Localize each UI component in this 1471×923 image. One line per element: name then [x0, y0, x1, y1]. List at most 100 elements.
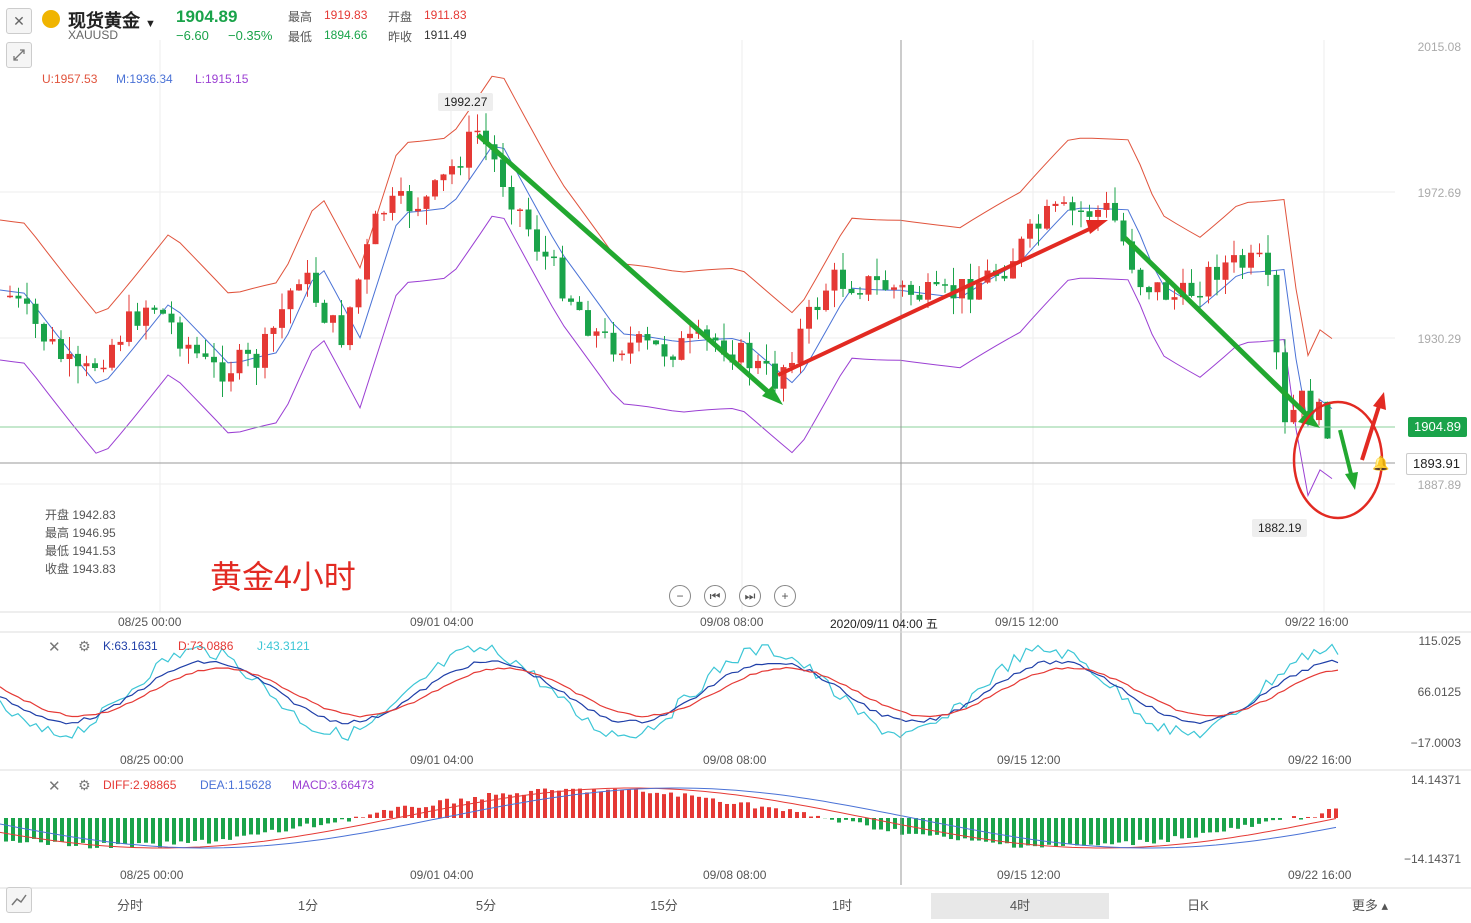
macd-bar — [18, 818, 22, 843]
candle-body — [1316, 401, 1322, 421]
trough-label: 1882.19 — [1252, 519, 1308, 537]
arrowhead-4 — [1345, 472, 1358, 490]
price-change: −6.60 — [176, 28, 209, 43]
zoom-out-button[interactable]: − — [669, 585, 691, 607]
macd-bar — [473, 796, 477, 818]
macd-bar — [795, 811, 799, 818]
macd-bar — [732, 803, 736, 818]
candle-body — [1205, 266, 1212, 297]
scroll-start-button[interactable]: ⏮ — [704, 585, 726, 607]
macd-bar — [1173, 818, 1177, 837]
macd-bar — [977, 818, 981, 841]
candle-body — [1163, 282, 1169, 300]
candle-body — [1282, 352, 1288, 423]
macd-bar — [816, 815, 820, 818]
tab-7[interactable]: 更多 ▴ — [1351, 898, 1389, 913]
macd-bar — [53, 818, 57, 842]
macd-bar — [1040, 818, 1044, 848]
candle-body — [925, 282, 931, 300]
candle-body — [712, 337, 719, 341]
macd-bar — [522, 794, 526, 818]
macd-bar — [515, 793, 519, 818]
tab-4[interactable]: 1时 — [831, 898, 853, 913]
macd-bar — [1215, 818, 1219, 833]
macd-bar — [536, 788, 540, 818]
macd-bar — [1313, 817, 1317, 818]
macd-bar — [1229, 818, 1233, 828]
kdj-x-3: 09/08 08:00 — [703, 753, 767, 767]
candle-body — [865, 276, 872, 295]
macd-bar — [193, 818, 197, 841]
timeframe-annotation: 黄金4小时 — [210, 559, 356, 595]
candle-body — [661, 344, 668, 357]
macd-bar — [291, 818, 295, 829]
candle-body — [1265, 252, 1271, 275]
candle-body — [406, 191, 413, 212]
macd-bar — [991, 818, 995, 843]
macd-bar — [67, 818, 71, 847]
macd-bar — [340, 818, 344, 820]
candle-body — [1061, 202, 1067, 204]
candle-body — [304, 272, 311, 285]
bell-icon[interactable]: 🔔 — [1372, 455, 1390, 471]
macd-bar — [508, 794, 512, 818]
candle-body — [1010, 261, 1016, 279]
macd-bar — [158, 818, 162, 848]
candle-body — [738, 342, 744, 363]
indicator-toggle-button[interactable] — [6, 887, 32, 913]
macd-settings-icon[interactable]: ⚙ — [78, 777, 91, 793]
candle-body — [449, 166, 455, 175]
kdj-settings-icon[interactable]: ⚙ — [78, 638, 91, 654]
tab-5[interactable]: 4时 — [931, 893, 1109, 919]
candle-body — [432, 180, 438, 197]
macd-bar — [1257, 818, 1261, 824]
macd-bar — [263, 818, 267, 833]
gold-coin-icon — [42, 10, 60, 28]
macd-bar — [109, 818, 113, 848]
symbol-selector[interactable]: 现货黄金 ▼ — [68, 11, 156, 31]
macd-bar — [221, 818, 225, 840]
price-axis-3: 1930.29 — [1417, 332, 1461, 346]
kdj-k: K:63.1631 — [103, 639, 158, 653]
macd-bar — [368, 814, 372, 818]
macd-bar — [1033, 818, 1037, 847]
candle-body — [279, 309, 285, 328]
candle-body — [1256, 252, 1263, 255]
tab-6[interactable]: 日K — [1187, 898, 1209, 913]
tab-1[interactable]: 1分 — [297, 898, 319, 913]
candle-body — [823, 290, 829, 311]
collapse-button[interactable] — [6, 42, 32, 68]
macd-bar — [361, 817, 365, 818]
tab-0[interactable]: 分时 — [116, 898, 143, 913]
kdj-x-4: 09/15 12:00 — [997, 753, 1061, 767]
candle-body — [1086, 211, 1093, 217]
macd-bar — [389, 810, 393, 818]
boll-mid-line — [0, 145, 1333, 428]
candle-body — [1146, 287, 1152, 293]
high-label: 最高 — [288, 10, 313, 24]
close-button[interactable]: ✕ — [6, 8, 32, 34]
skip-back-icon: ⏮ — [709, 588, 721, 603]
macd-bar — [165, 818, 169, 842]
kdj-close-icon[interactable]: ✕ — [48, 639, 61, 656]
scroll-end-button[interactable]: ⏭ — [739, 585, 761, 607]
macd-bar — [914, 818, 918, 834]
macd-bar — [1138, 818, 1142, 840]
down-arrow-1 — [476, 133, 777, 400]
macd-bar — [207, 818, 211, 844]
macd-bar — [382, 809, 386, 818]
candle-body — [177, 322, 183, 349]
candle-body — [338, 315, 345, 346]
candle-body — [7, 295, 13, 298]
zoom-in-button[interactable]: + — [774, 585, 796, 607]
tab-2[interactable]: 5分 — [475, 898, 497, 913]
macd-bar — [1187, 818, 1191, 838]
macd-bar — [1327, 808, 1331, 818]
candle-body — [1018, 238, 1025, 262]
macd-bar — [900, 818, 904, 835]
candle-body — [517, 209, 523, 211]
macd-close-icon[interactable]: ✕ — [48, 778, 61, 795]
tab-3[interactable]: 15分 — [650, 898, 678, 913]
macd-bar — [25, 818, 29, 843]
